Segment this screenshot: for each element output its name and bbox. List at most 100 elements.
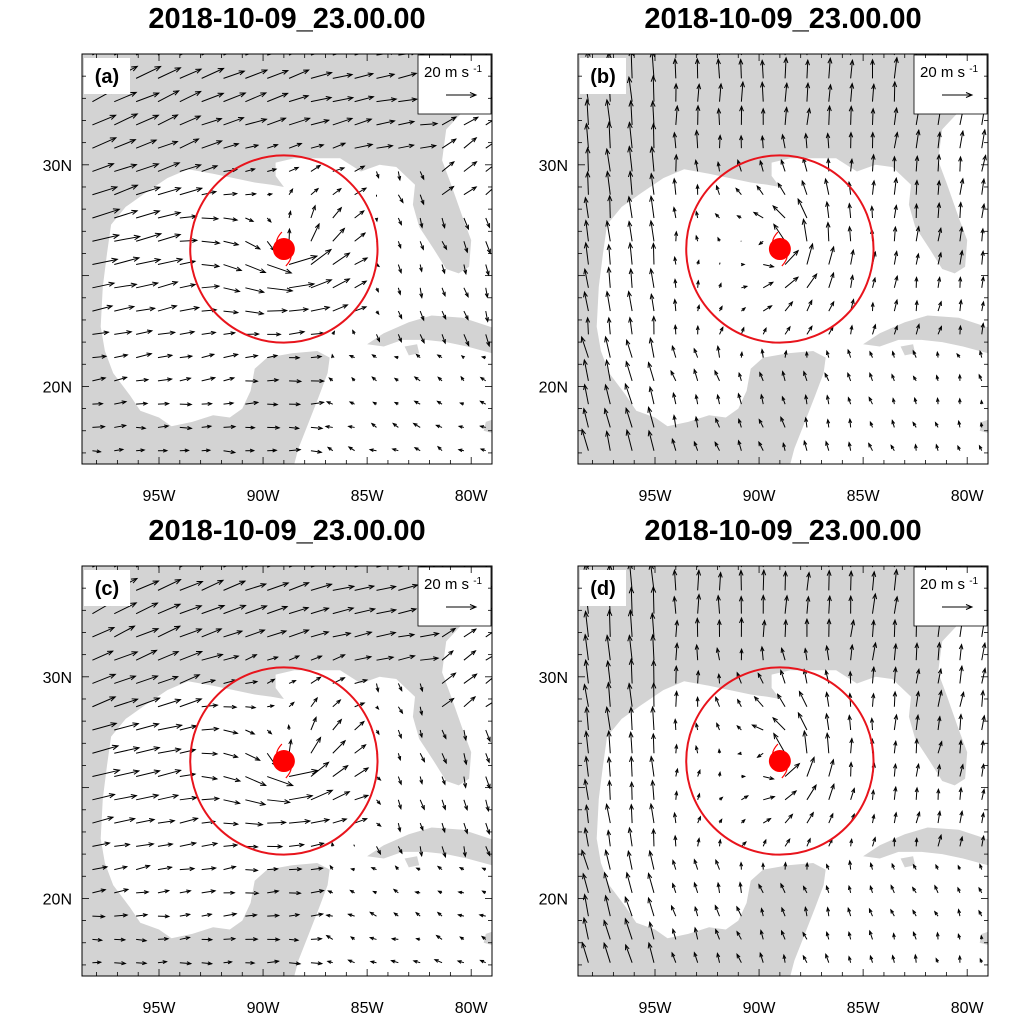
wind-vector xyxy=(267,92,289,103)
wind-vector xyxy=(289,355,301,360)
wind-vector xyxy=(479,425,486,429)
wind-vector xyxy=(310,736,322,754)
wind-vector xyxy=(958,643,964,661)
wind-vector xyxy=(289,842,306,848)
wind-vector xyxy=(332,73,354,79)
lon-tick-label: 85W xyxy=(351,488,385,505)
wind-vector xyxy=(288,69,310,79)
wind-vector xyxy=(872,323,877,335)
wind-vector xyxy=(245,913,258,918)
wind-vector xyxy=(245,821,264,827)
wind-vector xyxy=(804,393,809,405)
land-mass xyxy=(900,856,916,868)
wind-vector xyxy=(201,165,219,172)
wind-vector xyxy=(603,941,611,963)
wind-vector xyxy=(347,425,355,429)
wind-vector xyxy=(871,570,877,591)
wind-vector xyxy=(803,132,809,149)
wind-vector xyxy=(912,863,917,870)
wind-vector xyxy=(92,650,114,661)
wind-vector xyxy=(397,846,403,855)
wind-vector xyxy=(893,131,899,149)
wind-vector xyxy=(806,756,815,777)
wind-vector xyxy=(696,279,700,288)
wind-vector xyxy=(415,937,421,941)
wind-vector xyxy=(583,778,589,800)
wind-vector xyxy=(980,811,985,824)
wind-vector xyxy=(92,449,102,454)
wind-vector xyxy=(913,396,918,405)
wind-vector xyxy=(828,566,830,568)
wind-vector xyxy=(890,908,895,917)
wind-vector xyxy=(828,812,834,824)
wind-vector xyxy=(332,117,354,126)
wind-vector xyxy=(760,393,765,405)
wind-vector xyxy=(135,864,151,871)
wind-vector xyxy=(783,81,789,102)
wind-vector xyxy=(978,444,983,451)
wind-vector xyxy=(370,422,377,428)
wind-vector xyxy=(135,92,161,103)
wind-vector xyxy=(157,304,178,312)
wind-vector xyxy=(397,194,404,204)
svg-text:20 m s -1: 20 m s -1 xyxy=(424,576,483,594)
reference-vector: 20 m s -1 xyxy=(417,54,492,115)
wind-vector xyxy=(670,904,677,917)
wind-vector xyxy=(114,675,137,684)
wind-vector xyxy=(157,578,182,591)
wind-vector xyxy=(376,144,394,149)
wind-vector xyxy=(696,837,701,847)
wind-vector xyxy=(893,204,898,219)
wind-vector xyxy=(672,206,677,219)
wind-vector xyxy=(288,255,319,266)
wind-vector xyxy=(441,160,455,172)
wind-vector xyxy=(762,566,764,568)
wind-vector xyxy=(223,264,243,272)
wind-vector xyxy=(693,881,699,894)
wind-vector xyxy=(936,763,942,777)
map-panel-c: 2018-10-09_23.00.00 (c) 20 m s -1 95W 90W 85W… xyxy=(43,515,493,1017)
wind-vector xyxy=(92,888,107,894)
wind-vector xyxy=(626,849,633,870)
wind-vector xyxy=(914,276,919,288)
wind-vector xyxy=(135,602,159,615)
wind-vector xyxy=(674,743,679,754)
wind-vector xyxy=(736,159,742,172)
wind-vector xyxy=(850,248,855,265)
wind-vector xyxy=(650,705,656,731)
wind-vector xyxy=(179,866,196,872)
wind-vector xyxy=(92,137,118,149)
wind-vector xyxy=(463,287,469,298)
wind-vector xyxy=(736,905,742,917)
wind-vector xyxy=(758,418,764,428)
wind-vector xyxy=(419,706,424,717)
wind-vector xyxy=(92,722,118,731)
wind-vector xyxy=(354,72,375,79)
wind-vector xyxy=(179,448,190,453)
wind-vector xyxy=(157,448,169,453)
wind-vector xyxy=(624,917,633,940)
wind-vector xyxy=(871,692,876,707)
wind-vector xyxy=(915,667,921,684)
wind-vector xyxy=(935,957,940,963)
wind-vector xyxy=(806,242,814,265)
wind-vector xyxy=(114,234,142,242)
wind-vector xyxy=(826,349,830,358)
wind-vector xyxy=(674,767,679,777)
wind-vector xyxy=(393,401,399,406)
wind-vector xyxy=(741,306,747,312)
wind-vector xyxy=(310,143,325,149)
wind-vector xyxy=(179,138,200,149)
wind-vector xyxy=(326,446,334,452)
wind-vector xyxy=(135,114,160,126)
wind-vector xyxy=(797,197,808,219)
wind-vector xyxy=(157,233,182,242)
wind-vector xyxy=(772,205,786,219)
wind-vector xyxy=(332,718,343,731)
wind-vector xyxy=(718,82,723,102)
wind-vector xyxy=(673,324,678,335)
wind-vector xyxy=(981,128,987,149)
wind-vector xyxy=(736,215,742,219)
wind-vector xyxy=(806,54,808,56)
wind-vector xyxy=(672,131,678,149)
